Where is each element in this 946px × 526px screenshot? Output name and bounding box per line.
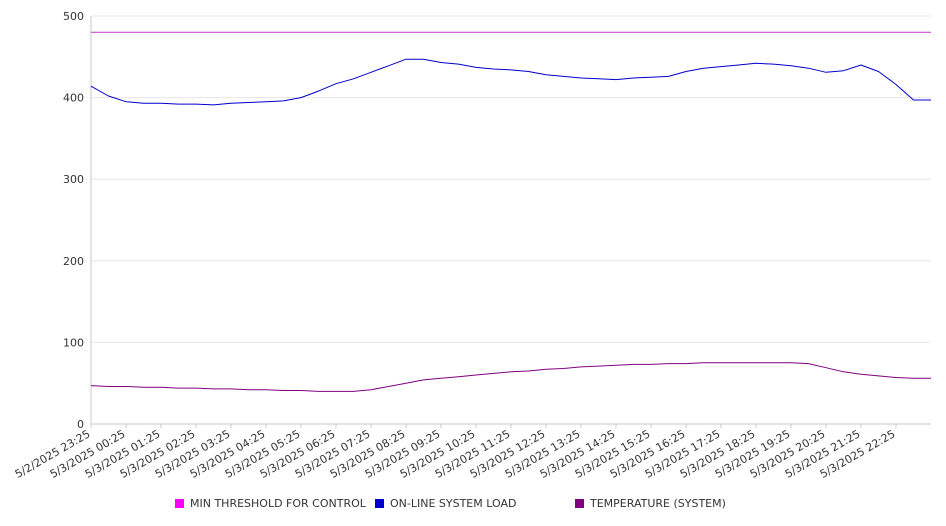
series-line-2 [90, 58, 931, 106]
legend-swatch [175, 499, 184, 508]
legend-item[interactable]: TEMPERATURE (SYSTEM) [575, 497, 726, 510]
legend: MIN THRESHOLD FOR CONTROL ON-LINE SYSTEM … [0, 497, 946, 515]
y-tick-label: 300 [63, 173, 84, 186]
y-tick-label: 200 [63, 255, 84, 268]
y-tick-label: 400 [63, 92, 84, 105]
legend-label: TEMPERATURE (SYSTEM) [590, 497, 726, 510]
legend-swatch [575, 499, 584, 508]
y-tick-label: 0 [77, 418, 84, 431]
y-tick-label: 500 [63, 10, 84, 23]
legend-label: ON-LINE SYSTEM LOAD [390, 497, 517, 510]
y-tick-label: 100 [63, 336, 84, 349]
legend-swatch [375, 499, 384, 508]
legend-item[interactable]: MIN THRESHOLD FOR CONTROL [175, 497, 366, 510]
legend-item[interactable]: ON-LINE SYSTEM LOAD [375, 497, 516, 510]
legend-label: MIN THRESHOLD FOR CONTROL [190, 497, 366, 510]
series-line-3 [90, 362, 931, 392]
